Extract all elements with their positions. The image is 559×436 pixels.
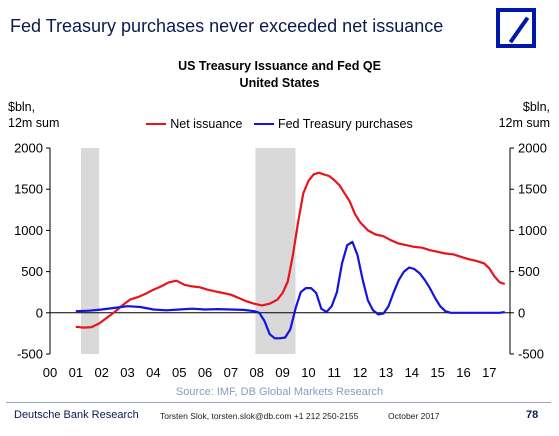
x-tick-label: 08 — [250, 365, 264, 380]
x-tick-label: 15 — [430, 365, 444, 380]
y-axis-label-right: $bln, 12m sum — [498, 100, 550, 130]
legend-item-net: Net issuance — [146, 117, 242, 131]
x-tick-label: 16 — [456, 365, 470, 380]
recession-band-1 — [255, 148, 296, 354]
y-tick-label-right: 1000 — [518, 223, 547, 238]
legend-swatch-fed — [253, 123, 274, 125]
y-tick-label-left: 500 — [21, 264, 43, 279]
x-tick-label: 09 — [275, 365, 289, 380]
x-tick-label: 04 — [146, 365, 160, 380]
y-tick-label-right: -500 — [518, 347, 544, 362]
y-tick-label-left: 1500 — [14, 182, 43, 197]
series-line-net-issuance — [75, 171, 506, 329]
y-tick-label-right: 2000 — [518, 141, 547, 156]
chart-legend: Net issuance Fed Treasury purchases — [0, 114, 559, 131]
y-tick-label-left: 2000 — [14, 141, 43, 156]
footer-org: Deutsche Bank Research — [14, 409, 139, 421]
recession-band-0 — [81, 148, 100, 354]
slide-title: Fed Treasury purchases never exceeded ne… — [10, 16, 444, 36]
x-tick-label: 00 — [43, 365, 57, 380]
x-tick-label: 02 — [94, 365, 108, 380]
y-tick-label-right: 500 — [518, 264, 540, 279]
y-tick-label-left: 1000 — [14, 223, 43, 238]
series-line-fed-purchases — [75, 240, 505, 340]
page-number: 78 — [526, 409, 539, 421]
legend-label-net: Net issuance — [170, 117, 243, 131]
x-tick-label: 05 — [172, 365, 186, 380]
x-tick-label: 13 — [379, 365, 393, 380]
legend-swatch-net — [146, 123, 167, 125]
x-tick-label: 07 — [224, 365, 238, 380]
y-tick-label-right: 1500 — [518, 182, 547, 197]
footer-contact: Torsten Slok, torsten.slok@db.com +1 212… — [160, 411, 359, 421]
chart-subtitle: United States — [239, 76, 320, 90]
x-tick-label: 03 — [120, 365, 134, 380]
deutsche-bank-logo — [496, 8, 536, 48]
x-tick-label: 12 — [353, 365, 367, 380]
x-tick-label: 17 — [482, 365, 496, 380]
y-tick-label-left: -500 — [17, 347, 43, 362]
chart-source: Source: IMF, DB Global Markets Research — [175, 386, 384, 398]
x-tick-label: 14 — [405, 365, 419, 380]
legend-item-fed: Fed Treasury purchases — [253, 117, 413, 131]
x-tick-label: 01 — [69, 365, 83, 380]
y-tick-label-right: 0 — [518, 305, 525, 320]
x-tick-label: 10 — [301, 365, 315, 380]
footer-divider — [6, 402, 551, 403]
x-tick-label: 06 — [198, 365, 212, 380]
logo-slash — [508, 16, 530, 44]
y-axis-label-left: $bln, 12m sum — [8, 100, 60, 130]
legend-label-fed: Fed Treasury purchases — [277, 117, 413, 131]
y-tick-label-left: 0 — [36, 305, 43, 320]
chart-title: US Treasury Issuance and Fed QE — [178, 59, 381, 73]
x-tick-label: 11 — [328, 365, 342, 380]
footer-date: October 2017 — [388, 411, 440, 421]
